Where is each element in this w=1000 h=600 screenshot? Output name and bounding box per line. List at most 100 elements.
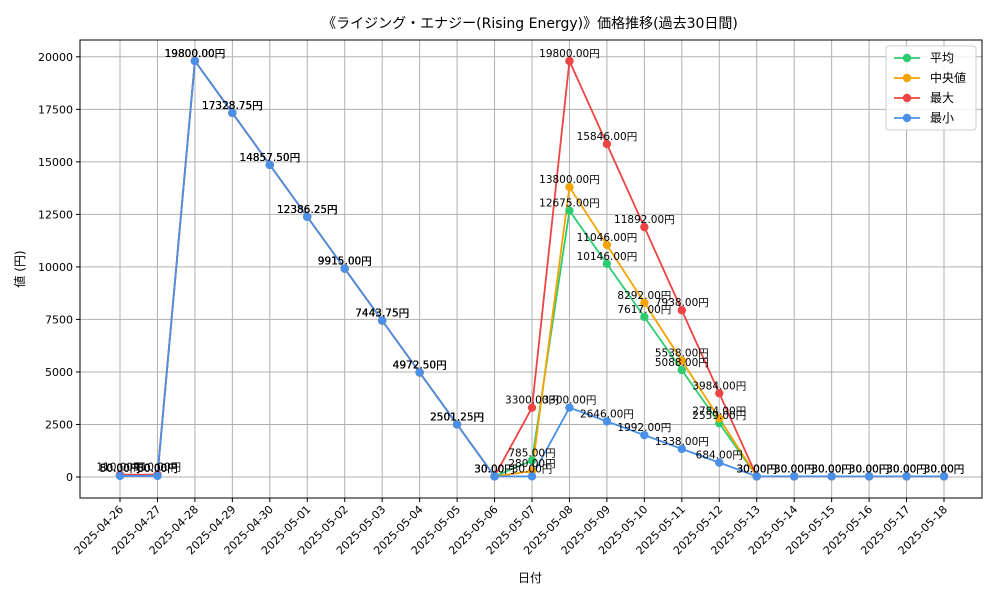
data-label: 4972.50円 (393, 360, 447, 372)
data-label: 1338.00円 (655, 436, 709, 448)
data-point (715, 389, 724, 398)
data-label: 30.00円 (886, 463, 927, 475)
data-label: 30.00円 (774, 463, 815, 475)
data-label: 4972.50円 (393, 360, 447, 372)
data-label: 50.00円 (100, 463, 141, 475)
data-label: 9915.00円 (318, 256, 372, 268)
data-label: 14857.50円 (240, 152, 301, 164)
data-label: 30.00円 (474, 463, 515, 475)
data-label: 785.00円 (508, 447, 555, 459)
plot-frame (79, 39, 983, 499)
data-label: 9915.00円 (318, 256, 372, 268)
data-label: 80.00円 (137, 462, 178, 474)
data-point (939, 472, 949, 481)
data-label: 17328.75円 (202, 100, 263, 112)
data-label: 7443.75円 (355, 308, 409, 320)
data-label: 280.00円 (508, 458, 555, 470)
data-label: 15846.00円 (577, 131, 638, 143)
data-label: 30.00円 (811, 463, 852, 475)
data-point (602, 139, 612, 149)
data-label: 3984.00円 (692, 380, 746, 392)
chart-title: 《ライジング・エナジー(Rising Energy)》価格推移(過去30日間) (322, 16, 738, 32)
data-point (602, 259, 612, 269)
data-point (640, 312, 649, 322)
data-label: 17328.75円 (202, 100, 263, 112)
data-label: 19800.00円 (539, 48, 600, 60)
data-label: 19800.00円 (165, 48, 226, 60)
y-tick-label: 5000 (45, 366, 73, 379)
data-label: 19800.00円 (165, 48, 226, 60)
data-point (415, 368, 424, 377)
data-label: 4972.50円 (393, 360, 447, 372)
data-label: 30.00円 (774, 463, 815, 475)
data-label: 30.00円 (474, 463, 515, 475)
data-label: 12386.25円 (277, 204, 338, 216)
y-tick-label: 0 (66, 471, 73, 484)
data-label: 14857.50円 (240, 152, 301, 164)
data-point (190, 56, 200, 66)
data-point (677, 306, 687, 315)
legend-swatch-marker (902, 93, 912, 103)
data-point (827, 472, 836, 481)
data-label: 30.00円 (849, 463, 890, 475)
data-label: 7443.75円 (355, 308, 409, 320)
data-label: 1992.00円 (617, 422, 671, 434)
data-label: 2501.25円 (430, 411, 484, 423)
data-label: 80.00円 (100, 462, 141, 474)
data-label: 30.00円 (811, 463, 852, 475)
data-label: 9915.00円 (318, 256, 372, 268)
data-label: 2646.00円 (580, 408, 634, 420)
data-point (677, 365, 687, 375)
data-label: 30.00円 (886, 463, 927, 475)
data-label: 80.00円 (137, 462, 178, 474)
data-label: 9915.00円 (318, 256, 372, 268)
data-label: 2784.00円 (692, 406, 746, 418)
data-point (527, 456, 537, 465)
data-label: 110.00円 (134, 462, 181, 474)
data-point (303, 212, 312, 221)
data-point (115, 471, 125, 481)
data-point (789, 472, 799, 481)
data-label: 30.00円 (736, 463, 777, 475)
data-label: 11892.00円 (614, 214, 675, 226)
data-label: 3300.00円 (505, 395, 559, 407)
data-point (715, 414, 724, 423)
data-label: 7938.00円 (655, 297, 709, 309)
data-point (340, 264, 349, 273)
data-label: 2559.00円 (692, 410, 746, 422)
data-label: 30.00円 (811, 463, 852, 475)
data-point (565, 206, 574, 215)
y-tick-label: 20000 (38, 51, 73, 64)
y-axis-label: 値 (円) (12, 250, 27, 287)
data-point (864, 472, 874, 481)
data-point (565, 56, 574, 66)
y-tick-label: 15000 (38, 156, 73, 169)
data-label: 12386.25円 (277, 204, 338, 216)
data-point (452, 420, 462, 429)
legend-entry: 平均 (930, 51, 954, 65)
data-label: 5088.00円 (655, 357, 709, 369)
y-tick-label: 12500 (38, 208, 73, 221)
data-label: 13800.00円 (539, 174, 600, 186)
data-label: 30.00円 (849, 463, 890, 475)
data-label: 7617.00円 (617, 304, 671, 316)
data-point (265, 160, 275, 170)
data-label: 30.00円 (774, 463, 815, 475)
data-point (602, 240, 612, 250)
data-label: 11046.00円 (577, 232, 638, 244)
x-axis-label: 日付 (518, 571, 542, 585)
data-label: 30.00円 (849, 463, 890, 475)
y-tick-label: 7500 (45, 313, 73, 326)
series-points (115, 56, 949, 481)
y-tick-label: 17500 (38, 103, 73, 116)
data-point (228, 108, 237, 118)
data-label: 12386.25円 (277, 204, 338, 216)
data-point (565, 403, 574, 412)
data-label: 12675.00円 (539, 198, 600, 210)
data-point (752, 472, 761, 481)
data-label: 7443.75円 (355, 308, 409, 320)
legend-entry: 最小 (930, 111, 954, 125)
legend-swatch-marker (902, 53, 912, 63)
